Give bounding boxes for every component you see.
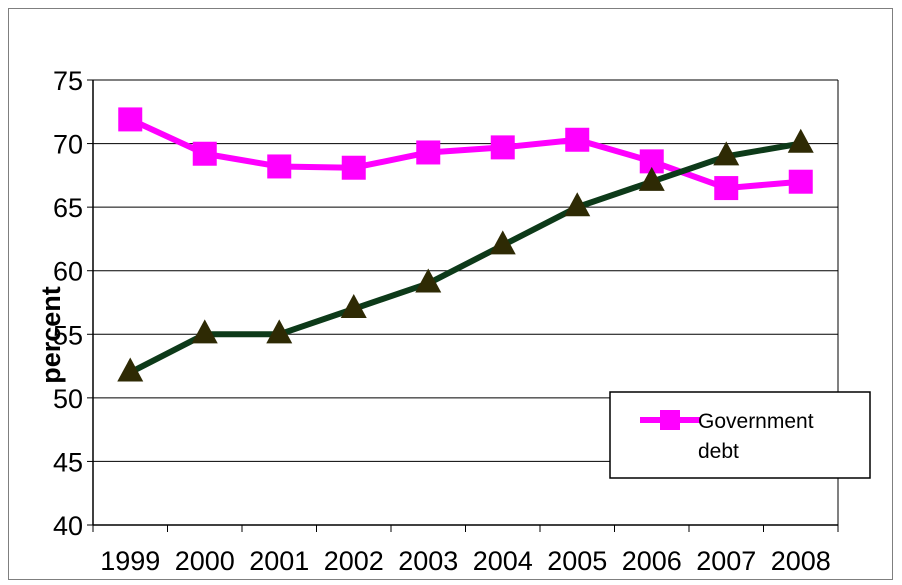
data-point-government-debt-2001: [267, 154, 292, 179]
legend-label-line1: Government: [698, 410, 814, 433]
data-point-government-debt-2000: [192, 141, 217, 166]
data-point-government-debt-2008: [788, 169, 813, 194]
y-tick-label-65: 65: [53, 193, 83, 223]
data-point-series-2-2003: [415, 268, 442, 293]
x-axis-ticks: 1999 2000 2001 2002 2003 2004 2005 2006 2007 2008: [92, 525, 839, 576]
x-tick-label-2004: 2004: [473, 546, 533, 576]
legend-label-line2: debt: [698, 440, 739, 463]
series-line-series-2: [128, 140, 802, 376]
y-tick-label-70: 70: [53, 130, 83, 160]
data-point-series-2-2006: [638, 166, 665, 191]
series-layer: [117, 107, 814, 382]
x-tick-label-2007: 2007: [696, 546, 756, 576]
x-tick-label-1999: 1999: [100, 546, 160, 576]
series-line-government-debt: [128, 116, 802, 192]
chart-frame: [8, 8, 893, 580]
data-point-series-2-2007: [713, 141, 740, 166]
x-tick-label-2008: 2008: [771, 546, 831, 576]
series-government-debt: [118, 107, 813, 201]
data-point-government-debt-2007: [714, 176, 739, 201]
data-point-series-2-2004: [489, 230, 516, 255]
y-tick-label-75: 75: [53, 66, 83, 96]
legend-marker-government-debt: [660, 410, 680, 430]
y-tick-label-50: 50: [53, 384, 83, 414]
x-tick-label-2001: 2001: [249, 546, 309, 576]
y-tick-label-40: 40: [53, 511, 83, 541]
data-point-government-debt-2005: [565, 127, 590, 152]
y-tick-label-60: 60: [53, 257, 83, 287]
data-point-government-debt-2002: [341, 155, 366, 180]
data-point-series-2-2005: [564, 192, 591, 217]
y-tick-label-55: 55: [53, 320, 83, 350]
data-point-government-debt-2004: [490, 135, 515, 160]
data-point-government-debt-2003: [416, 140, 441, 165]
data-point-government-debt-1999: [118, 107, 143, 132]
series-series-2: [117, 128, 814, 382]
y-axis-title: percent: [36, 286, 66, 384]
data-point-series-2-2001: [266, 319, 293, 344]
x-tick-label-2002: 2002: [324, 546, 384, 576]
x-tick-label-2006: 2006: [622, 546, 682, 576]
x-tick-label-2000: 2000: [175, 546, 235, 576]
data-point-series-2-2000: [191, 319, 218, 344]
data-point-series-2-2008: [787, 128, 814, 153]
y-tick-label-45: 45: [53, 447, 83, 477]
data-point-series-2-2002: [340, 293, 367, 318]
legend-box: [609, 391, 871, 479]
x-tick-label-2003: 2003: [398, 546, 458, 576]
data-point-series-2-1999: [117, 357, 144, 382]
legend: Government debt: [609, 391, 871, 479]
x-tick-label-2005: 2005: [547, 546, 607, 576]
y-axis-ticks: 40 45 50 55 60 65 70 75: [53, 66, 93, 541]
